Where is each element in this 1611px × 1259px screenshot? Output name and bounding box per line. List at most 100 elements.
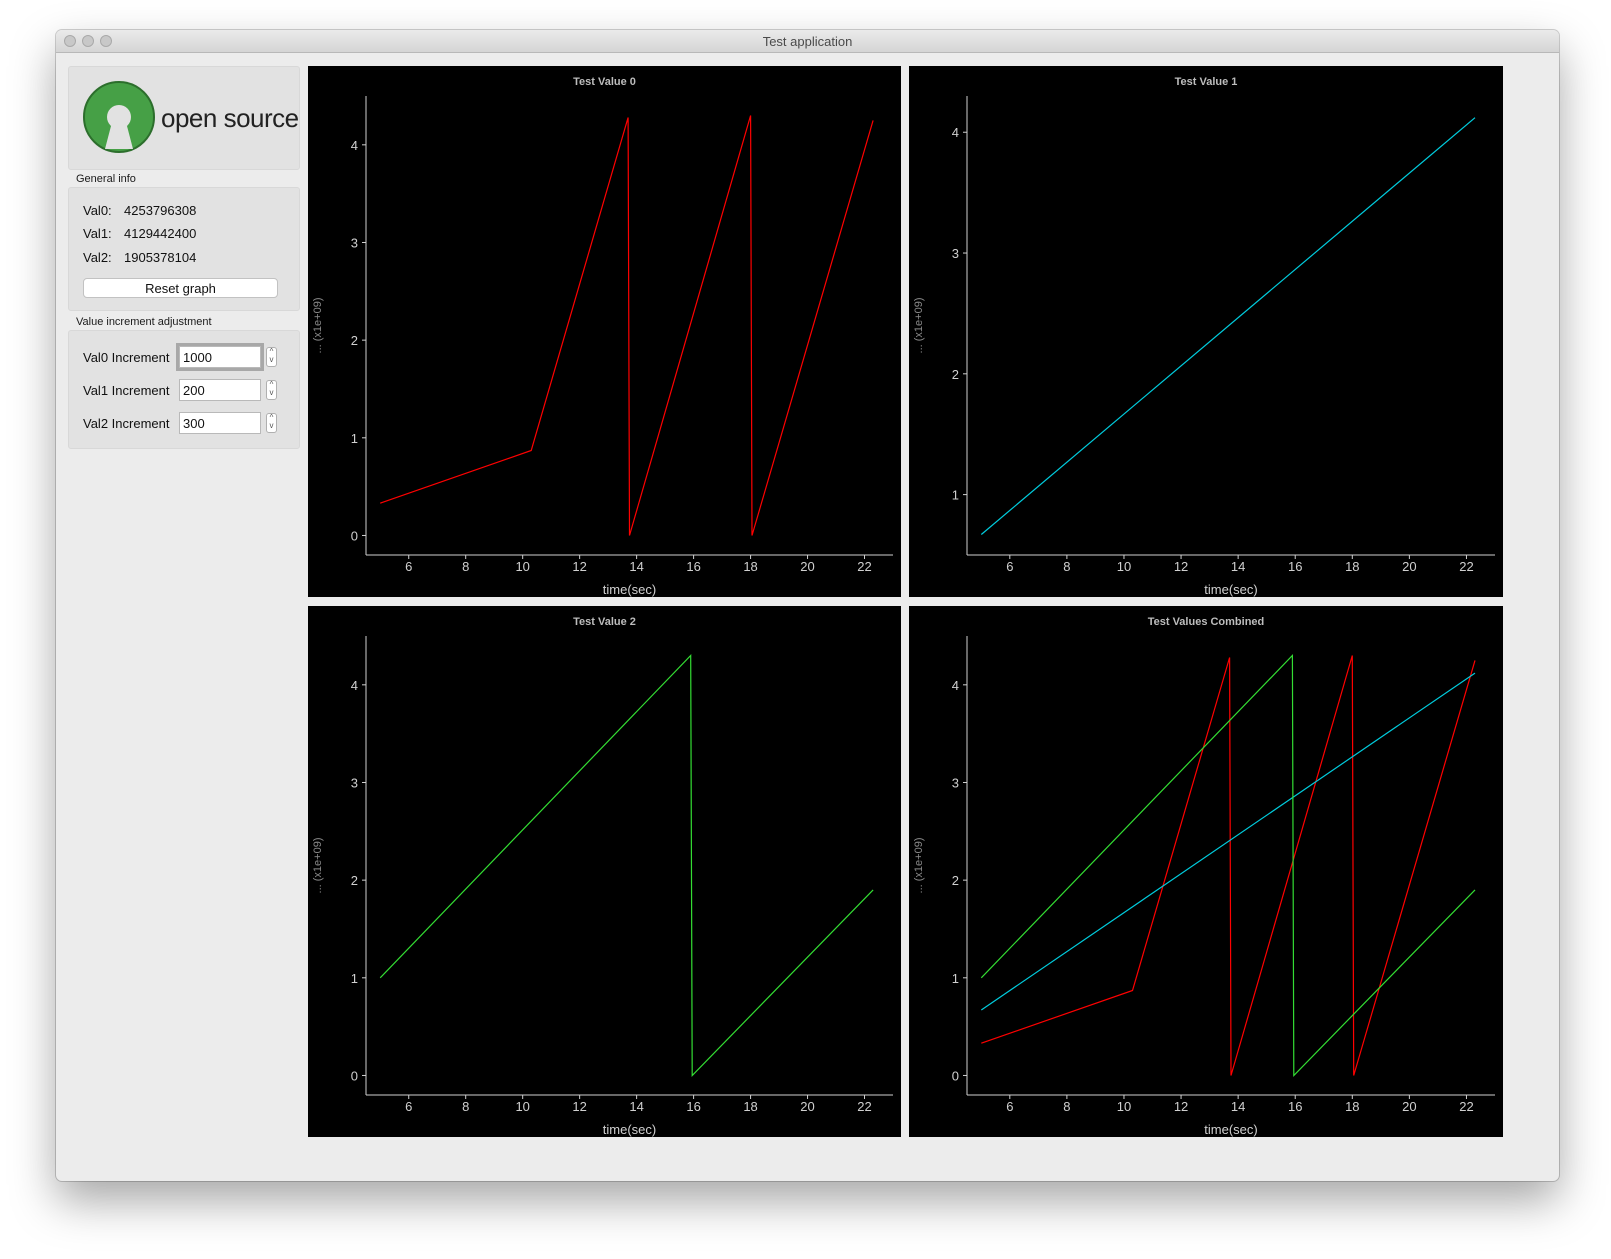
val0-increment-input[interactable]	[179, 346, 261, 368]
val0-increment-label: Val0 Increment	[83, 350, 170, 365]
y-axis-label: ... (x1e+09)	[913, 298, 925, 354]
chevron-up-icon[interactable]: ^	[269, 413, 274, 422]
logo-text: open source	[161, 103, 299, 133]
y-tick-label: 4	[952, 678, 959, 693]
general-info-group: Val0: 4253796308 Val1: 4129442400 Val2: 190…	[68, 187, 300, 311]
x-tick-label: 20	[1402, 559, 1416, 574]
x-tick-label: 10	[515, 559, 529, 574]
minimize-window-button[interactable]	[82, 35, 94, 47]
y-tick-label: 3	[351, 775, 358, 790]
y-tick-label: 4	[351, 138, 358, 153]
y-tick-label: 2	[952, 873, 959, 888]
y-tick-label: 3	[952, 246, 959, 261]
window-title: Test application	[762, 34, 853, 49]
chevron-up-icon[interactable]: ^	[269, 380, 274, 389]
y-tick-label: 4	[952, 125, 959, 140]
chevron-down-icon[interactable]: v	[269, 355, 274, 364]
y-tick-label: 3	[351, 235, 358, 250]
x-tick-label: 20	[800, 559, 814, 574]
x-tick-label: 6	[1006, 1099, 1013, 1114]
chart-test-value-1: Test Value 1 6 8 10 12 14 16 18 20 22 1 2 3 4 time(sec…	[909, 66, 1503, 597]
x-tick-label: 8	[1063, 559, 1070, 574]
x-tick-label: 22	[857, 1099, 871, 1114]
y-tick-label: 2	[351, 873, 358, 888]
info-row-val1: Val1: 4129442400	[83, 226, 196, 241]
x-axis-label: time(sec)	[603, 1122, 656, 1137]
y-tick-label: 1	[952, 971, 959, 986]
x-tick-label: 14	[629, 559, 643, 574]
series-line	[380, 115, 874, 536]
chart-title: Test Value 0	[573, 76, 636, 88]
close-window-button[interactable]	[64, 35, 76, 47]
chevron-down-icon[interactable]: v	[269, 421, 274, 430]
x-tick-label: 10	[515, 1099, 529, 1114]
x-tick-label: 16	[1288, 559, 1302, 574]
x-tick-label: 10	[1117, 1099, 1131, 1114]
x-axis-label: time(sec)	[603, 582, 656, 597]
open-source-logo-icon	[83, 81, 155, 153]
val2-increment-stepper[interactable]: ^ v	[266, 413, 277, 433]
x-tick-label: 6	[1006, 559, 1013, 574]
y-axis-label: ... (x1e+09)	[312, 838, 324, 894]
info-label: Val2:	[83, 250, 112, 265]
info-label: Val1:	[83, 226, 112, 241]
zoom-window-button[interactable]	[100, 35, 112, 47]
x-tick-label: 18	[743, 1099, 757, 1114]
y-tick-label: 2	[351, 333, 358, 348]
chart-test-value-2: Test Value 2 6 8 10 12 14 16 18 20 22 0 1 2 3 4 time(se…	[308, 606, 901, 1137]
general-info-label: General info	[76, 173, 136, 185]
increment-adjustment-label: Value increment adjustment	[76, 316, 212, 328]
y-tick-label: 0	[351, 1068, 358, 1083]
val1-increment-label: Val1 Increment	[83, 383, 170, 398]
x-tick-label: 18	[743, 559, 757, 574]
chart-svg: Test Value 26 8 10 12 14 16 18 20 2201234time(se…	[312, 616, 893, 1137]
title-bar[interactable]: Test application	[56, 30, 1559, 53]
chevron-up-icon[interactable]: ^	[269, 347, 274, 356]
y-tick-label: 1	[351, 431, 358, 446]
series-line	[980, 117, 1476, 535]
x-tick-label: 8	[1063, 1099, 1070, 1114]
x-axis-label: time(sec)	[1204, 582, 1257, 597]
x-tick-label: 12	[572, 1099, 586, 1114]
x-tick-label: 10	[1117, 559, 1131, 574]
series-line	[980, 672, 1476, 1011]
x-tick-label: 16	[1288, 1099, 1302, 1114]
chart-title: Test Values Combined	[1148, 616, 1265, 628]
logo-panel: open source	[68, 66, 300, 170]
chart-svg: Test Value 06 8 10 12 14 16 18 20 2201234time(se…	[312, 76, 893, 597]
y-tick-label: 2	[952, 367, 959, 382]
app-window: Test application open source General inf…	[56, 30, 1559, 1181]
val1-increment-input[interactable]	[179, 379, 261, 401]
val0-increment-stepper[interactable]: ^ v	[266, 347, 277, 367]
x-tick-label: 20	[1402, 1099, 1416, 1114]
x-tick-label: 18	[1345, 559, 1359, 574]
chart-test-values-combined: Test Values Combined 6 8 10 12 14 16 18 20 22 0 1 2 3…	[909, 606, 1503, 1137]
val1-increment-stepper[interactable]: ^ v	[266, 380, 277, 400]
increment-group: Val0 Increment ^v Val1 Increment ^v Val2…	[68, 330, 300, 449]
val2-increment-input[interactable]	[179, 412, 261, 434]
x-tick-label: 22	[1459, 1099, 1473, 1114]
y-tick-label: 4	[351, 678, 358, 693]
x-tick-label: 16	[686, 559, 700, 574]
x-tick-label: 12	[1174, 1099, 1188, 1114]
x-tick-label: 14	[1231, 559, 1245, 574]
x-tick-label: 14	[629, 1099, 643, 1114]
reset-graph-button[interactable]: Reset graph	[83, 278, 278, 298]
x-tick-label: 6	[405, 1099, 412, 1114]
series-line	[980, 654, 1476, 1077]
y-tick-label: 0	[952, 1068, 959, 1083]
y-axis-label: ... (x1e+09)	[913, 838, 925, 894]
x-tick-label: 18	[1345, 1099, 1359, 1114]
info-label: Val0:	[83, 203, 112, 218]
series-line	[379, 654, 874, 1077]
x-tick-label: 22	[1459, 559, 1473, 574]
series-line	[981, 655, 1476, 1076]
x-tick-label: 16	[686, 1099, 700, 1114]
y-axis-label: ... (x1e+09)	[312, 298, 324, 354]
y-tick-label: 0	[351, 528, 358, 543]
y-tick-label: 3	[952, 775, 959, 790]
chart-test-value-0: Test Value 0 6 8 10 12 14 16 18 20 22 0 1 2 3 4 time(se…	[308, 66, 901, 597]
chevron-down-icon[interactable]: v	[269, 388, 274, 397]
x-tick-label: 14	[1231, 1099, 1245, 1114]
